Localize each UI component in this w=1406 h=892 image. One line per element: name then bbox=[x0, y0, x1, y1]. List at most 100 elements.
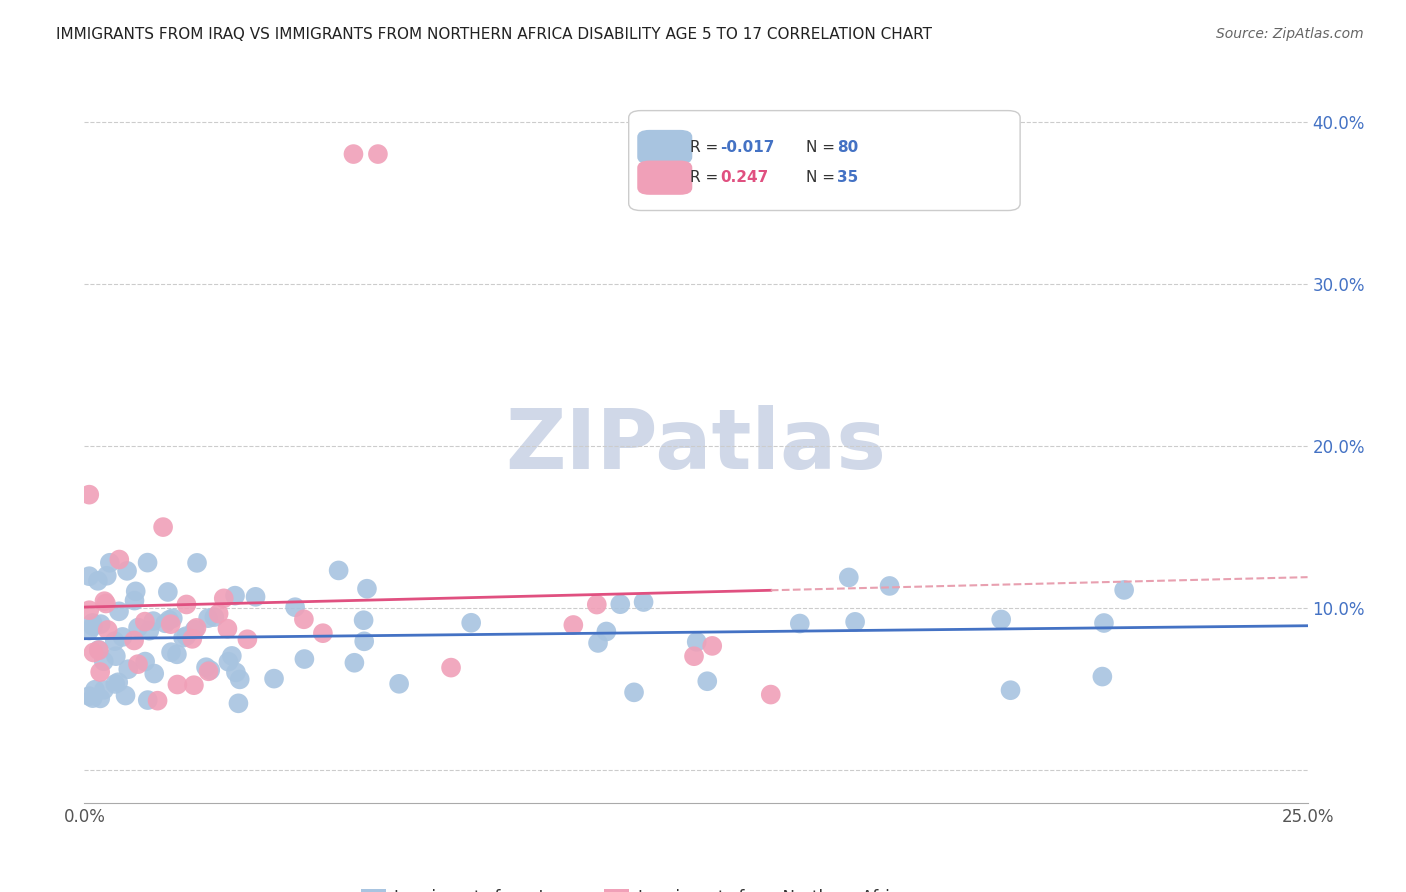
Text: R =: R = bbox=[690, 139, 723, 154]
Point bbox=[82, 645, 104, 659]
Point bbox=[108, 604, 131, 618]
Point bbox=[1092, 615, 1115, 630]
Text: Source: ZipAtlas.com: Source: ZipAtlas.com bbox=[1216, 27, 1364, 41]
Point bbox=[879, 579, 901, 593]
Point bbox=[159, 617, 181, 632]
Point bbox=[197, 665, 219, 679]
Point bbox=[77, 603, 100, 617]
Point bbox=[143, 666, 166, 681]
Point bbox=[174, 629, 197, 643]
FancyBboxPatch shape bbox=[637, 130, 692, 164]
Point bbox=[77, 689, 100, 703]
Point bbox=[172, 631, 194, 645]
Point bbox=[87, 574, 110, 588]
Point bbox=[114, 689, 136, 703]
Point bbox=[197, 611, 219, 625]
Point bbox=[221, 648, 243, 663]
Point bbox=[142, 614, 165, 628]
Point bbox=[212, 591, 235, 606]
Point bbox=[104, 649, 127, 664]
Point bbox=[96, 568, 118, 582]
Point bbox=[195, 660, 218, 674]
Point bbox=[633, 595, 655, 609]
Point bbox=[134, 655, 156, 669]
Point bbox=[155, 616, 177, 631]
Point bbox=[87, 642, 110, 657]
Point bbox=[838, 570, 860, 584]
Point bbox=[562, 618, 585, 632]
Point bbox=[207, 607, 229, 621]
Point bbox=[108, 552, 131, 566]
Point bbox=[460, 615, 482, 630]
Point bbox=[104, 634, 127, 648]
Point bbox=[127, 657, 149, 672]
Point bbox=[696, 674, 718, 689]
Point bbox=[125, 584, 148, 599]
Point bbox=[89, 665, 111, 679]
Point bbox=[84, 682, 107, 697]
Point bbox=[353, 634, 375, 648]
Point bbox=[183, 678, 205, 692]
Text: N =: N = bbox=[806, 170, 839, 186]
Point bbox=[117, 662, 139, 676]
Point bbox=[166, 677, 188, 691]
Point bbox=[312, 626, 335, 640]
FancyBboxPatch shape bbox=[637, 161, 692, 194]
Legend: Immigrants from Iraq, Immigrants from Northern Africa: Immigrants from Iraq, Immigrants from No… bbox=[354, 882, 915, 892]
Point bbox=[77, 624, 100, 638]
Point bbox=[82, 615, 104, 630]
Point bbox=[77, 569, 100, 583]
Point bbox=[225, 665, 247, 680]
Point bbox=[134, 615, 156, 629]
Text: N =: N = bbox=[806, 139, 839, 154]
Point bbox=[263, 672, 285, 686]
Point bbox=[98, 556, 121, 570]
Text: 35: 35 bbox=[837, 170, 858, 186]
Point bbox=[702, 639, 724, 653]
Point bbox=[586, 636, 609, 650]
Text: 80: 80 bbox=[837, 139, 858, 154]
Point bbox=[104, 677, 127, 691]
Point bbox=[166, 648, 188, 662]
Point bbox=[97, 623, 120, 637]
Point bbox=[87, 643, 110, 657]
Point bbox=[759, 688, 782, 702]
FancyBboxPatch shape bbox=[628, 111, 1021, 211]
Point bbox=[127, 621, 149, 635]
Point bbox=[93, 594, 115, 608]
Point bbox=[236, 632, 259, 647]
Text: 0.247: 0.247 bbox=[720, 170, 769, 186]
Point bbox=[122, 633, 145, 648]
Point bbox=[181, 632, 204, 646]
Point bbox=[343, 656, 366, 670]
Point bbox=[789, 616, 811, 631]
Point bbox=[229, 673, 252, 687]
Point bbox=[93, 654, 115, 668]
Point bbox=[356, 582, 378, 596]
Point bbox=[107, 675, 129, 690]
Text: ZIPatlas: ZIPatlas bbox=[506, 406, 886, 486]
Point bbox=[184, 623, 207, 637]
Point bbox=[342, 147, 364, 161]
Point bbox=[353, 613, 375, 627]
Point bbox=[111, 630, 134, 644]
Point bbox=[245, 590, 267, 604]
Point bbox=[146, 694, 169, 708]
Point bbox=[292, 612, 315, 626]
Point bbox=[82, 691, 104, 706]
Point bbox=[82, 619, 104, 633]
Point bbox=[176, 598, 198, 612]
Point bbox=[217, 655, 239, 669]
Point bbox=[217, 622, 239, 636]
Point bbox=[186, 556, 208, 570]
Point bbox=[136, 556, 159, 570]
Point bbox=[160, 645, 183, 659]
Point bbox=[683, 649, 706, 664]
Point bbox=[440, 660, 463, 674]
Point bbox=[162, 611, 184, 625]
Point bbox=[1091, 669, 1114, 683]
Point bbox=[224, 589, 246, 603]
Point bbox=[136, 693, 159, 707]
Point bbox=[388, 677, 411, 691]
Point bbox=[90, 617, 112, 632]
